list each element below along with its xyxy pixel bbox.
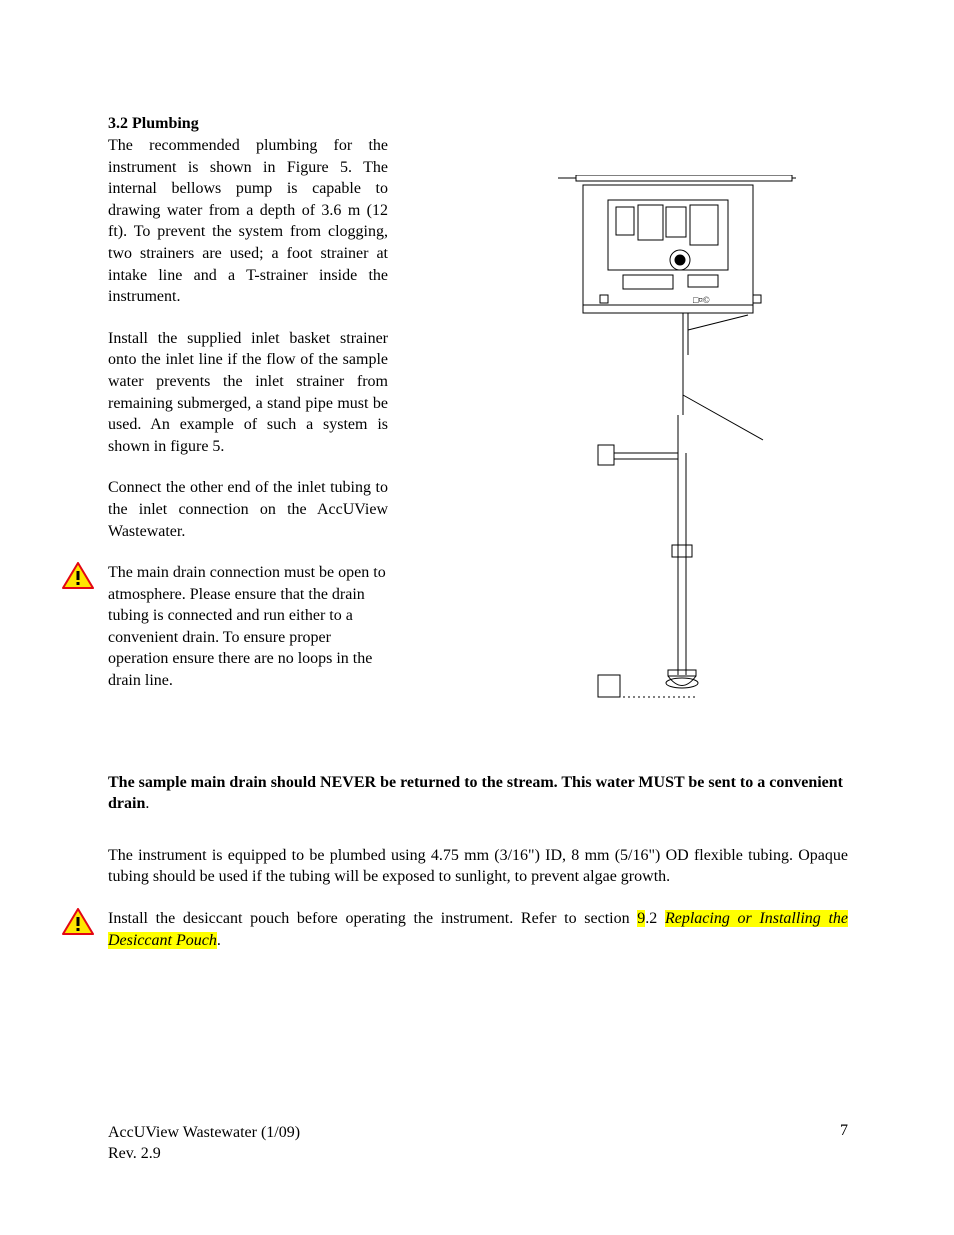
section-heading: 3.2 Plumbing xyxy=(108,115,388,133)
plumbing-diagram: □¤© xyxy=(538,175,798,705)
left-text-column: 3.2 Plumbing The recommended plumbing fo… xyxy=(108,115,388,712)
page-footer: AccUView Wastewater (1/09) Rev. 2.9 7 xyxy=(108,1122,848,1165)
warning-icon xyxy=(62,562,94,590)
paragraph-5: The sample main drain should NEVER be re… xyxy=(108,772,848,815)
warning-icon xyxy=(62,908,94,936)
footer-line-2: Rev. 2.9 xyxy=(108,1143,300,1165)
paragraph-7-warning: Install the desiccant pouch before opera… xyxy=(108,908,848,951)
paragraph-4-warning: The main drain connection must be open t… xyxy=(108,562,388,692)
right-figure-column: □¤© xyxy=(418,115,848,712)
page-number: 7 xyxy=(840,1122,848,1165)
paragraph-6: The instrument is equipped to be plumbed… xyxy=(108,845,848,888)
two-column-section: 3.2 Plumbing The recommended plumbing fo… xyxy=(108,115,848,712)
page-content: 3.2 Plumbing The recommended plumbing fo… xyxy=(108,115,848,971)
paragraph-1: The recommended plumbing for the instrum… xyxy=(108,135,388,308)
full-width-section: The sample main drain should NEVER be re… xyxy=(108,772,848,952)
paragraph-7-b: .2 xyxy=(645,910,665,927)
footer-line-1: AccUView Wastewater (1/09) xyxy=(108,1122,300,1144)
footer-left: AccUView Wastewater (1/09) Rev. 2.9 xyxy=(108,1122,300,1165)
paragraph-5-tail: . xyxy=(145,795,149,812)
paragraph-3: Connect the other end of the inlet tubin… xyxy=(108,477,388,542)
paragraph-7-a: Install the desiccant pouch before opera… xyxy=(108,910,637,927)
paragraph-5-bold: The sample main drain should NEVER be re… xyxy=(108,774,843,813)
paragraph-4-text: The main drain connection must be open t… xyxy=(108,564,386,689)
paragraph-2: Install the supplied inlet basket strain… xyxy=(108,328,388,458)
paragraph-7-tail: . xyxy=(217,932,221,949)
svg-text:□¤©: □¤© xyxy=(693,295,710,305)
